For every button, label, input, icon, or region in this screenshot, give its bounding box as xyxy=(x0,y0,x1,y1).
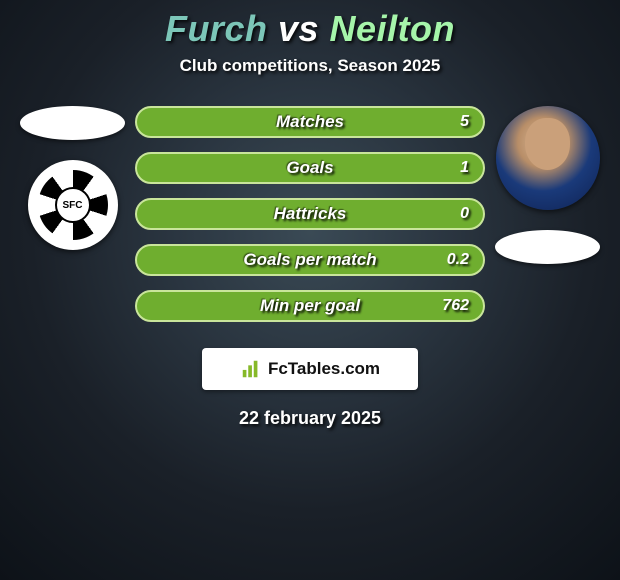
stat-bar: Matches 5 xyxy=(135,106,485,138)
stat-label: Hattricks xyxy=(274,204,347,224)
santos-logo-center: SFC xyxy=(55,187,91,223)
page-title: Furch vs Neilton xyxy=(0,8,620,50)
stats-column: Matches 5 Goals 1 Hattricks 0 Goals per match 0… xyxy=(135,106,485,322)
fctables-text: FcTables.com xyxy=(268,359,380,379)
subtitle: Club competitions, Season 2025 xyxy=(0,56,620,76)
player2-club-placeholder xyxy=(495,230,600,264)
player2-column xyxy=(495,106,600,264)
content-wrapper: Furch vs Neilton Club competitions, Seas… xyxy=(0,0,620,429)
player1-club-logo: SFC xyxy=(28,160,118,250)
comparison-row: SFC Matches 5 Goals 1 Hattricks 0 Goals per ma… xyxy=(0,106,620,322)
stat-value-player2: 1 xyxy=(460,159,469,177)
stat-bar: Goals 1 xyxy=(135,152,485,184)
stat-bar: Hattricks 0 xyxy=(135,198,485,230)
player1-column: SFC xyxy=(20,106,125,250)
title-vs: vs xyxy=(278,8,319,49)
stat-label: Min per goal xyxy=(260,296,360,316)
stat-label: Goals xyxy=(286,158,333,178)
stat-value-player2: 0.2 xyxy=(447,251,469,269)
santos-logo-icon: SFC xyxy=(38,170,108,240)
stat-label: Goals per match xyxy=(243,250,376,270)
player2-photo xyxy=(496,106,600,210)
fctables-badge[interactable]: FcTables.com xyxy=(202,348,418,390)
title-player1: Furch xyxy=(165,8,268,49)
stat-bar: Goals per match 0.2 xyxy=(135,244,485,276)
stat-value-player2: 762 xyxy=(442,297,469,315)
stat-bar: Min per goal 762 xyxy=(135,290,485,322)
player1-avatar-placeholder xyxy=(20,106,125,140)
stat-label: Matches xyxy=(276,112,344,132)
stat-value-player2: 5 xyxy=(460,113,469,131)
stat-value-player2: 0 xyxy=(460,205,469,223)
chart-icon xyxy=(240,358,262,380)
title-player2: Neilton xyxy=(330,8,456,49)
date-line: 22 february 2025 xyxy=(0,408,620,429)
